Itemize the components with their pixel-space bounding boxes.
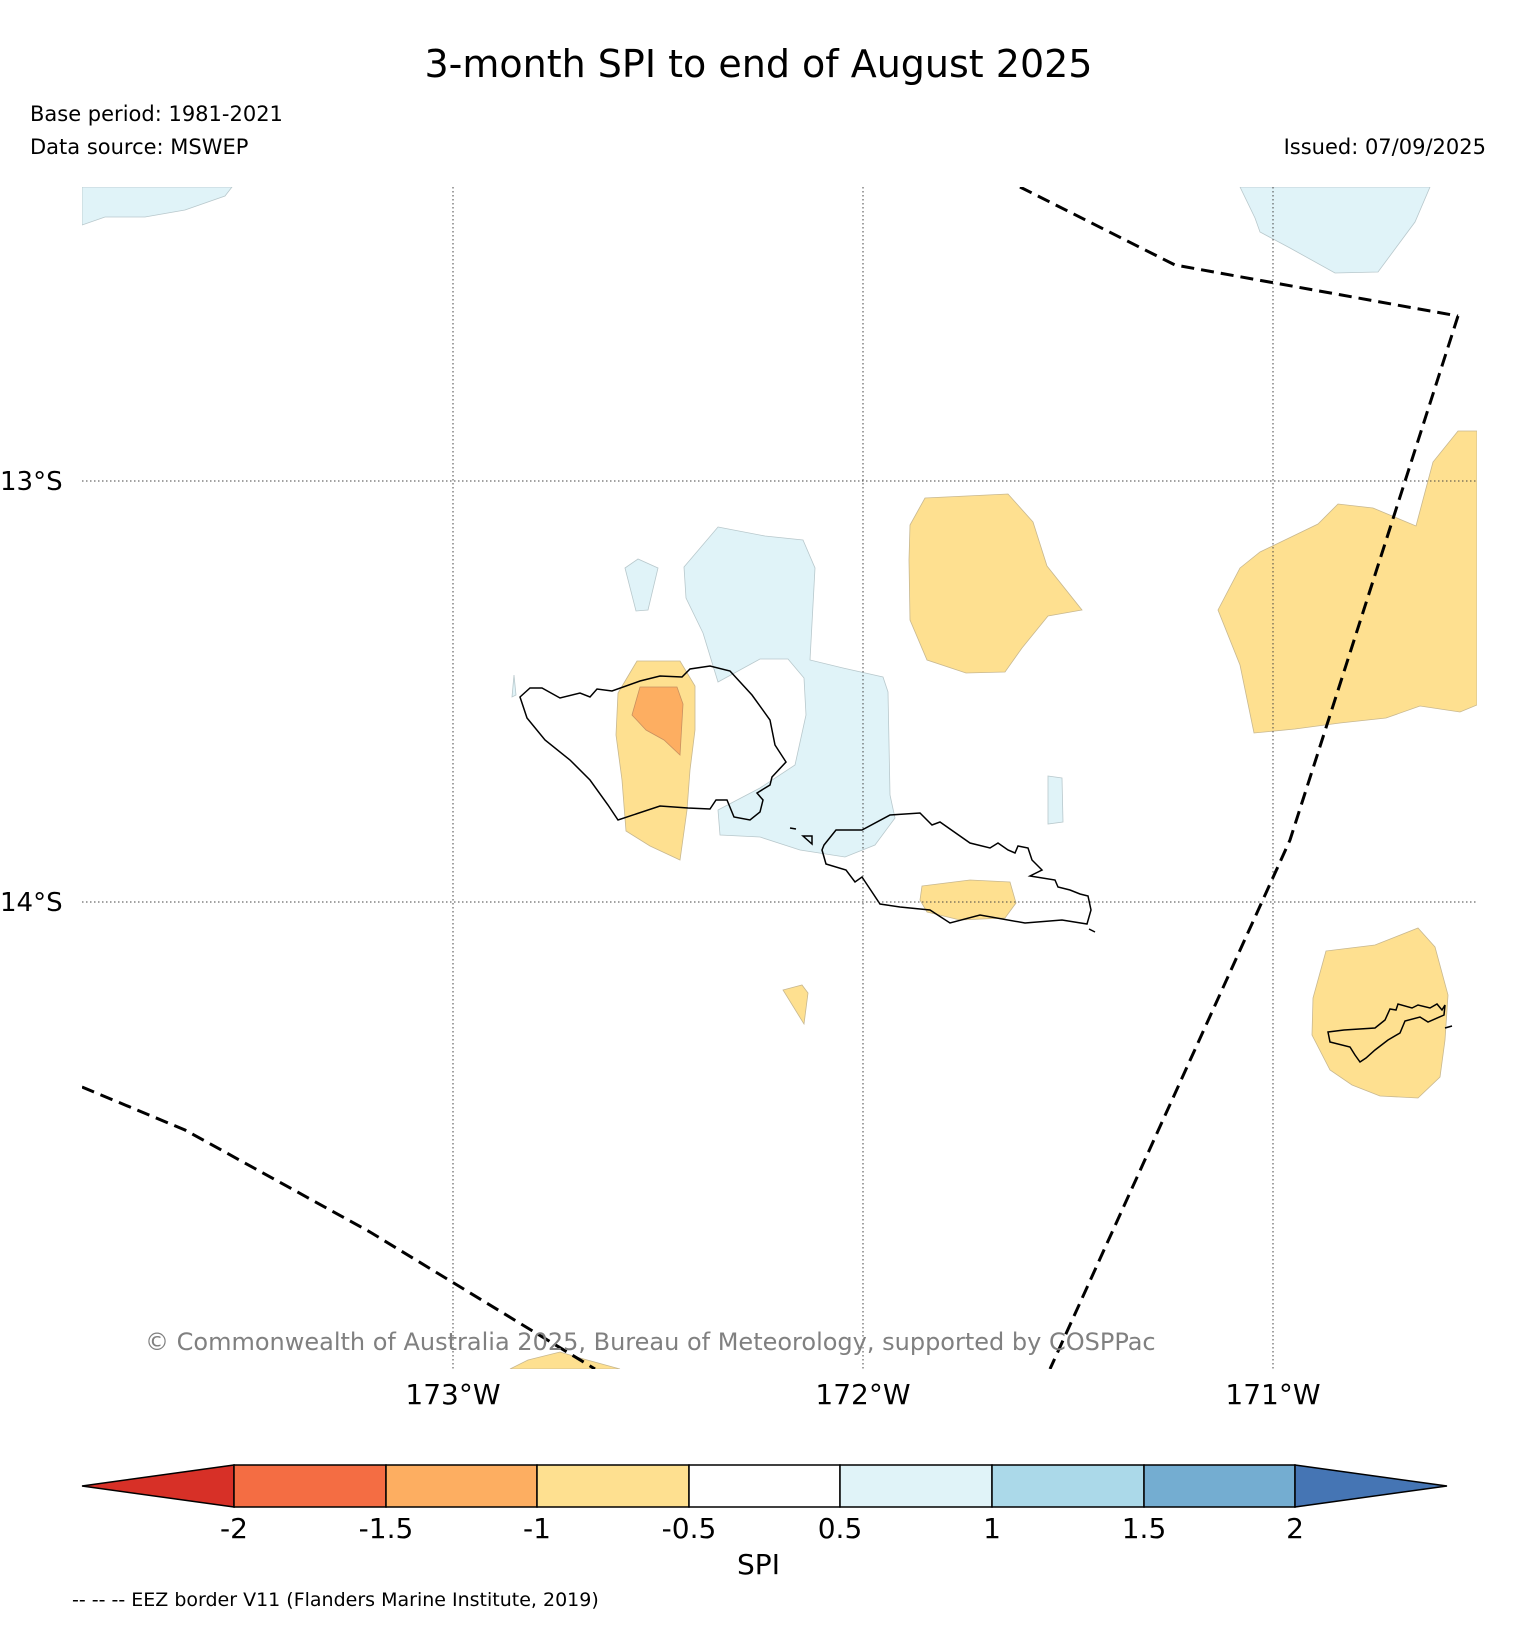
colorbar-tick: -2 [220, 1512, 248, 1545]
lon-label-171w: 171°W [1225, 1378, 1320, 1411]
colorbar-tick: -1 [523, 1512, 551, 1545]
colorbar-tick: 1 [983, 1512, 1001, 1545]
dry-region-north-central [908, 493, 1083, 674]
spi-colorbar [81, 1464, 1448, 1508]
coastline-tutuila-tail [1444, 1025, 1453, 1029]
colorbar-bin-8 [1294, 1464, 1448, 1508]
coastlines [519, 665, 1453, 1064]
eez-borders [82, 187, 1460, 1369]
coastline-apolima [789, 827, 797, 830]
dry-regions [509, 430, 1477, 1369]
base-period-text: Base period: 1981-2021 [30, 102, 283, 126]
eez-border-north [1019, 187, 1459, 318]
colorbar-bin-3 [536, 1464, 690, 1508]
page-title: 3-month SPI to end of August 2025 [424, 42, 1093, 86]
lat-label-13s: 13°S [0, 467, 63, 497]
colorbar-bin-5 [839, 1464, 993, 1508]
dry-region-small-south [782, 984, 809, 1026]
colorbar-bin-0 [81, 1464, 235, 1508]
coastline-tutuila [1327, 1003, 1446, 1064]
coastline-savaii [519, 665, 787, 821]
colorbar-bin-7 [1143, 1464, 1296, 1508]
lat-label-14s: 14°S [0, 888, 63, 918]
eez-border-southwest [82, 1085, 596, 1369]
wet-region-tiny [511, 674, 517, 698]
colorbar-tick: -1.5 [358, 1512, 414, 1545]
wet-region-central [683, 526, 896, 858]
lon-label-173w: 173°W [405, 1378, 500, 1411]
eez-legend-note: -- -- -- EEZ border V11 (Flanders Marine… [72, 1589, 599, 1611]
dry-region-east [1217, 430, 1477, 734]
dry-region-south-savaii [919, 879, 1017, 921]
colorbar-bin-4 [688, 1464, 841, 1508]
colorbar-bin-1 [233, 1464, 387, 1508]
copyright-text: © Commonwealth of Australia 2025, Bureau… [145, 1328, 1156, 1356]
map-frame [82, 187, 1477, 1369]
coastline-manono [801, 835, 813, 846]
colorbar-bin-6 [991, 1464, 1145, 1508]
colorbar-bin-2 [385, 1464, 538, 1508]
wet-region-northeast [1239, 187, 1431, 274]
wet-region-small-north [624, 558, 659, 612]
coastline-upolu-tail [1088, 928, 1096, 933]
issued-date-text: Issued: 07/09/2025 [1283, 135, 1486, 159]
dry-region-bottom [509, 1351, 621, 1369]
eez-border-east [1048, 315, 1460, 1369]
lon-label-172w: 172°W [815, 1378, 910, 1411]
coastline-upolu [821, 812, 1092, 925]
data-source-text: Data source: MSWEP [30, 135, 249, 159]
colorbar-tick: 0.5 [817, 1512, 863, 1545]
moderately-dry-region [631, 686, 684, 756]
spi-map: 13°S 14°S 173°W 172°W 171°W [0, 187, 1477, 1411]
wet-region-small-east [1047, 775, 1064, 825]
wet-regions [82, 187, 1431, 858]
wet-region-northwest [82, 187, 233, 226]
gridlines [82, 187, 1477, 1369]
colorbar-tick: 1.5 [1121, 1512, 1167, 1545]
colorbar-tick: -0.5 [661, 1512, 717, 1545]
colorbar-tick: 2 [1286, 1512, 1304, 1545]
colorbar-label: SPI [737, 1548, 780, 1581]
dry-region-tutuila [1311, 927, 1449, 1099]
